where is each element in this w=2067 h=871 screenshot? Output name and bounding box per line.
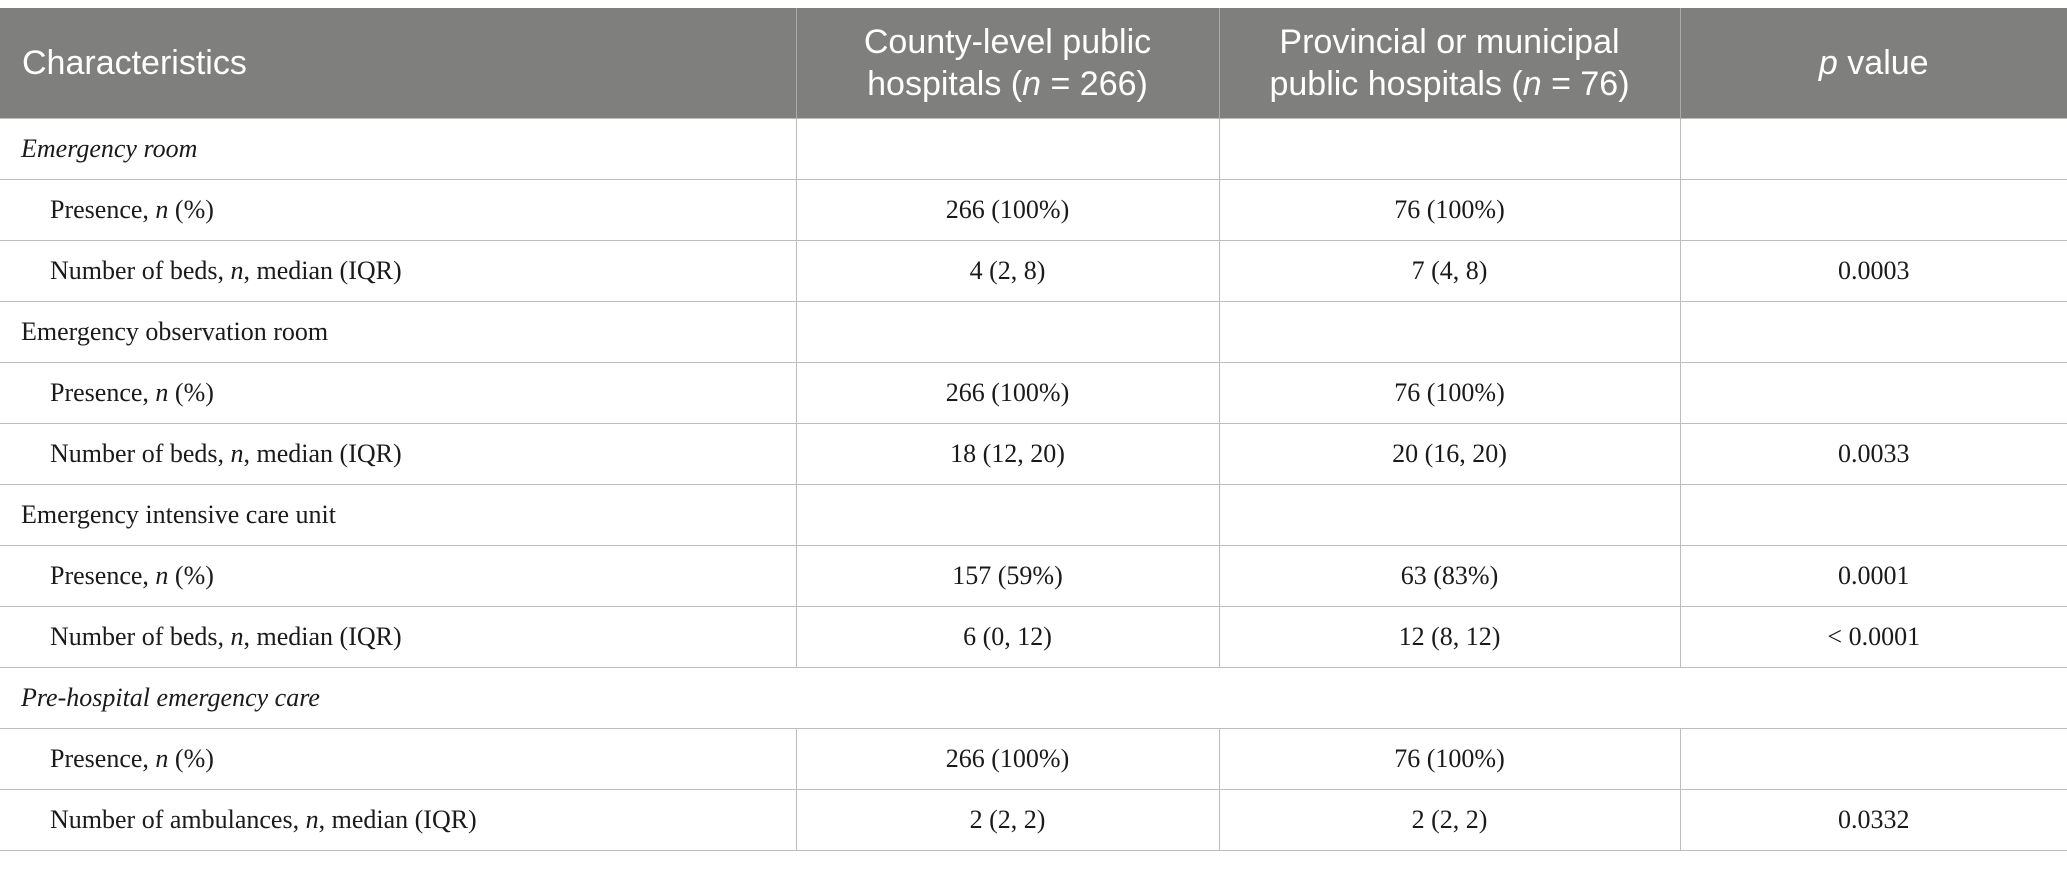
header-p-rest: value	[1837, 43, 1929, 82]
row-label: Number of beds, n, median (IQR)	[0, 423, 796, 485]
header-p: p	[1818, 43, 1838, 82]
section-label: Emergency intensive care unit	[0, 484, 796, 546]
p-value	[1679, 728, 2067, 790]
p-value: < 0.0001	[1679, 606, 2067, 668]
provincial-value: 12 (8, 12)	[1218, 606, 1680, 668]
p-value: 0.0033	[1679, 423, 2067, 485]
row-label: Number of beds, n, median (IQR)	[0, 606, 796, 668]
row-label: Number of ambulances, n, median (IQR)	[0, 789, 796, 851]
county-value: 6 (0, 12)	[795, 606, 1219, 668]
row-label: Presence, n (%)	[0, 728, 796, 790]
header-row: Characteristics County-level public hosp…	[0, 8, 2067, 118]
section-row-prehospital: Pre-hospital emergency care	[0, 667, 2067, 729]
p-value: 0.0332	[1679, 789, 2067, 851]
header-provincial-line1: Provincial or municipal	[1279, 22, 1620, 61]
header-provincial-line2-post: = 76)	[1541, 64, 1630, 103]
characteristics-table: Characteristics County-level public hosp…	[0, 8, 2067, 851]
header-provincial-hospitals: Provincial or municipal public hospitals…	[1218, 8, 1680, 118]
provincial-value: 76 (100%)	[1218, 362, 1680, 424]
row-label: Presence, n (%)	[0, 545, 796, 607]
table-row: Presence, n (%) 157 (59%) 63 (83%) 0.000…	[0, 545, 2067, 607]
table-row: Number of beds, n, median (IQR) 6 (0, 12…	[0, 606, 2067, 668]
row-label: Number of beds, n, median (IQR)	[0, 240, 796, 302]
county-value: 4 (2, 8)	[795, 240, 1219, 302]
header-county-hospitals: County-level public hospitals (n = 266)	[795, 8, 1219, 118]
provincial-value: 20 (16, 20)	[1218, 423, 1680, 485]
section-row-observation-room: Emergency observation room	[0, 301, 2067, 363]
p-value: 0.0003	[1679, 240, 2067, 302]
section-label: Emergency observation room	[0, 301, 796, 363]
table-row: Number of beds, n, median (IQR) 18 (12, …	[0, 423, 2067, 485]
table-row: Presence, n (%) 266 (100%) 76 (100%)	[0, 728, 2067, 790]
header-county-line2-pre: hospitals (	[867, 64, 1023, 103]
table-row: Number of ambulances, n, median (IQR) 2 …	[0, 789, 2067, 851]
header-county-line2-post: = 266)	[1041, 64, 1148, 103]
p-value	[1679, 362, 2067, 424]
row-label: Presence, n (%)	[0, 362, 796, 424]
table-row: Number of beds, n, median (IQR) 4 (2, 8)…	[0, 240, 2067, 302]
county-value: 266 (100%)	[795, 728, 1219, 790]
section-row-emergency-room: Emergency room	[0, 118, 2067, 180]
p-value	[1679, 179, 2067, 241]
table-row: Presence, n (%) 266 (100%) 76 (100%)	[0, 179, 2067, 241]
table-row: Presence, n (%) 266 (100%) 76 (100%)	[0, 362, 2067, 424]
header-county-n: n	[1022, 64, 1042, 103]
section-label: Emergency room	[0, 118, 796, 180]
county-value: 157 (59%)	[795, 545, 1219, 607]
provincial-value: 2 (2, 2)	[1218, 789, 1680, 851]
county-value: 266 (100%)	[795, 179, 1219, 241]
provincial-value: 7 (4, 8)	[1218, 240, 1680, 302]
header-provincial-line2-pre: public hospitals (	[1269, 64, 1523, 103]
header-characteristics: Characteristics	[0, 8, 796, 118]
county-value: 18 (12, 20)	[795, 423, 1219, 485]
section-label: Pre-hospital emergency care	[0, 667, 796, 729]
header-county-line1: County-level public	[863, 22, 1152, 61]
county-value: 2 (2, 2)	[795, 789, 1219, 851]
provincial-value: 76 (100%)	[1218, 179, 1680, 241]
provincial-value: 63 (83%)	[1218, 545, 1680, 607]
county-value: 266 (100%)	[795, 362, 1219, 424]
p-value: 0.0001	[1679, 545, 2067, 607]
section-row-icu: Emergency intensive care unit	[0, 484, 2067, 546]
header-p-value: p value	[1679, 8, 2067, 118]
header-provincial-n: n	[1522, 64, 1542, 103]
row-label: Presence, n (%)	[0, 179, 796, 241]
provincial-value: 76 (100%)	[1218, 728, 1680, 790]
